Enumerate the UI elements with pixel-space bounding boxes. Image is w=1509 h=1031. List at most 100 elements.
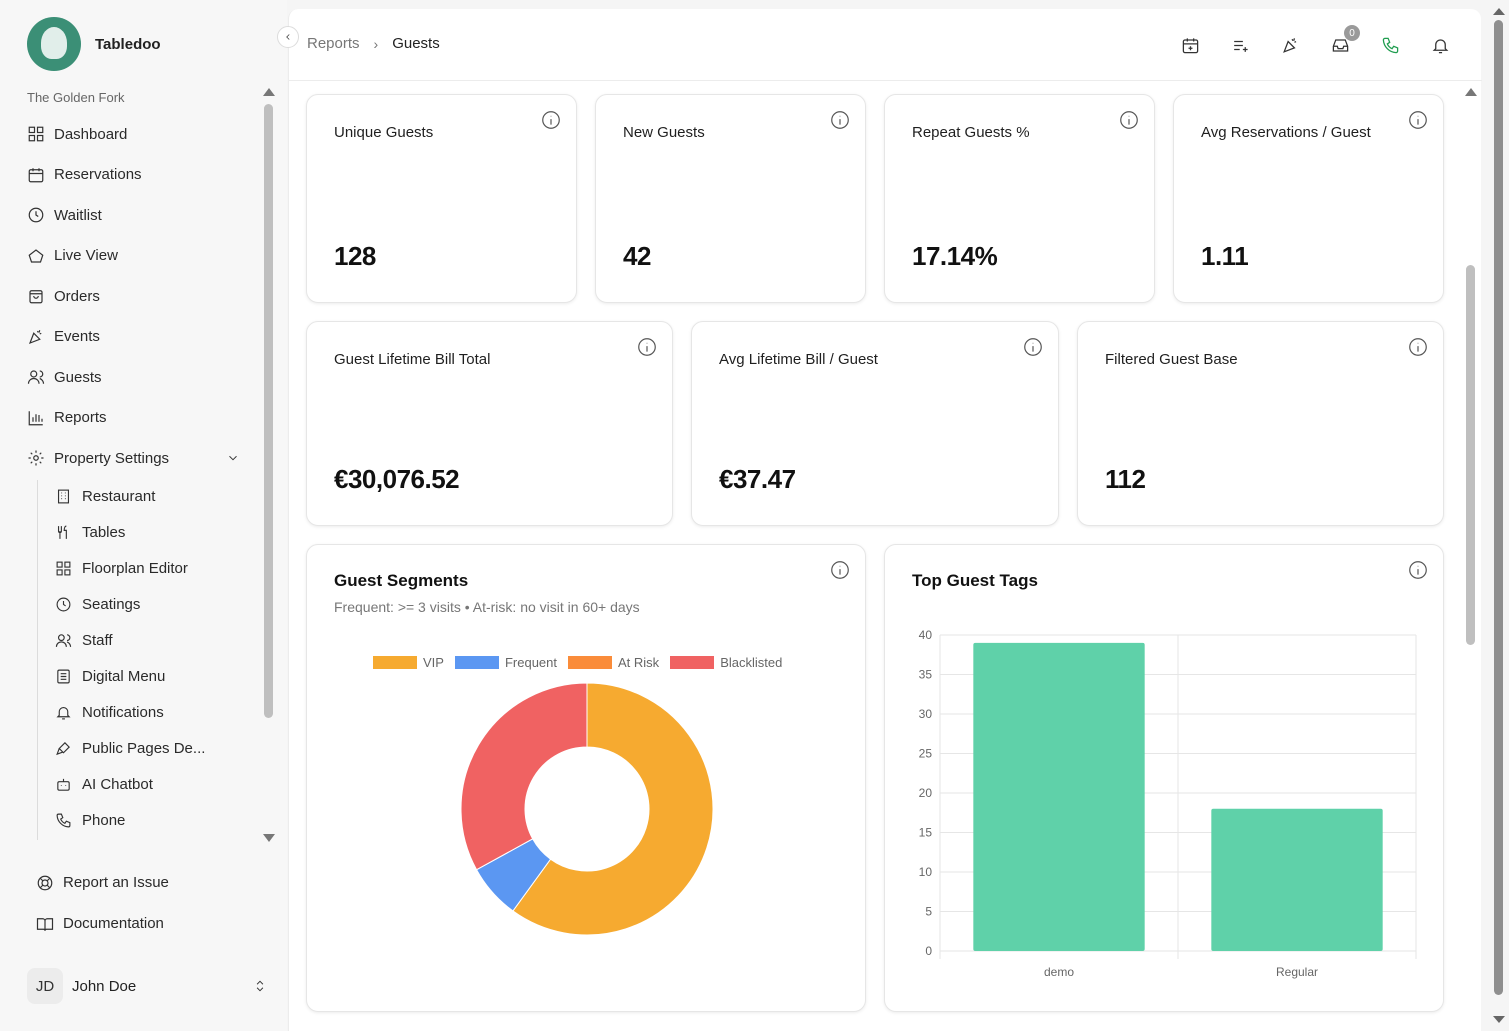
content-scrollbar[interactable] [1466, 265, 1475, 645]
sidebar-item-label: Guests [54, 368, 102, 386]
y-tick-label: 25 [919, 747, 933, 761]
info-icon[interactable] [829, 559, 851, 581]
stat-card-filtered-guest-base: Filtered Guest Base 112 [1077, 321, 1444, 526]
shopping-bag-icon [29, 290, 43, 304]
chevron-down-icon[interactable] [226, 451, 240, 465]
content-scroll-up-arrow[interactable] [1465, 88, 1477, 96]
info-icon[interactable] [540, 109, 562, 131]
info-icon[interactable] [1407, 336, 1429, 358]
sidebar-subitem-digital-menu[interactable]: Digital Menu [0, 659, 262, 695]
info-icon[interactable] [1022, 336, 1044, 358]
sidebar-item-waitlist[interactable]: Waitlist [0, 195, 262, 236]
sidebar-subitem-floorplan-editor[interactable]: Floorplan Editor [0, 551, 262, 587]
list-plus-icon [1233, 40, 1248, 52]
topbar-actions: 0 [1152, 25, 1452, 57]
sidebar-item-reservations[interactable]: Reservations [0, 155, 262, 196]
legend-item[interactable]: VIP [373, 655, 444, 670]
bar-regular[interactable] [1211, 808, 1383, 951]
stat-title: Repeat Guests % [912, 124, 1030, 141]
collapse-sidebar-button[interactable] [277, 26, 299, 48]
sidebar-item-guests[interactable]: Guests [0, 357, 262, 398]
topbar: Reports › Guests 0 [289, 9, 1482, 81]
clock-icon [28, 207, 44, 223]
sidebar-item-dashboard[interactable]: Dashboard [0, 114, 262, 155]
user-name: John Doe [72, 977, 137, 995]
info-icon[interactable] [1118, 109, 1140, 131]
add-waitlist-button[interactable] [1228, 33, 1252, 57]
sidebar-item-label: Seatings [82, 596, 141, 613]
calendar-icon [28, 168, 44, 183]
phone-button[interactable] [1378, 33, 1402, 57]
donut-slice-vip[interactable] [512, 682, 714, 936]
x-tick-label: Regular [1276, 965, 1318, 979]
sidebar-subitem-ai-chatbot[interactable]: AI Chatbot [0, 767, 262, 803]
info-icon[interactable] [636, 336, 658, 358]
sidebar-item-label: Phone [82, 812, 126, 829]
sidebar-subitem-tables[interactable]: Tables [0, 515, 262, 551]
sidebar-subitem-notifications[interactable]: Notifications [0, 695, 262, 731]
info-icon[interactable] [1407, 559, 1429, 581]
legend-swatch [454, 656, 499, 669]
window-scroll-up-arrow[interactable] [1493, 8, 1505, 15]
sidebar-subitem-seatings[interactable]: Seatings [0, 587, 262, 623]
brand-logo [27, 17, 81, 71]
user-menu[interactable]: JD John Doe [27, 968, 267, 1004]
dashboard-icon [28, 126, 44, 142]
stat-value: 1.11 [1201, 241, 1249, 271]
legend-swatch [670, 656, 715, 669]
sidebar-subitem-public-pages[interactable]: Public Pages De... [0, 731, 262, 767]
documentation-link[interactable]: Documentation [0, 903, 262, 944]
breadcrumb-current: Guests [392, 35, 440, 52]
building-icon [57, 489, 70, 504]
sidebar-item-live-view[interactable]: Live View [0, 236, 262, 277]
sidebar-subitem-phone[interactable]: Phone [0, 803, 262, 839]
stat-title: Unique Guests [334, 124, 434, 141]
users-icon [27, 370, 45, 385]
stat-value: 128 [334, 241, 376, 271]
sidebar-scroll-up-arrow[interactable] [263, 88, 275, 96]
donut-slice-blacklisted[interactable] [460, 682, 588, 871]
sidebar-subitem-staff[interactable]: Staff [0, 623, 262, 659]
sidebar-scrollbar[interactable] [264, 104, 273, 718]
sidebar-item-label: Events [54, 328, 100, 346]
inbox-button[interactable]: 0 [1328, 25, 1360, 57]
events-button[interactable] [1278, 33, 1302, 57]
stat-card-avg-lifetime-bill: Avg Lifetime Bill / Guest €37.47 [691, 321, 1059, 526]
window-scrollbar[interactable] [1494, 20, 1503, 995]
sidebar-item-label: Reports [54, 409, 107, 427]
report-issue-link[interactable]: Report an Issue [0, 862, 262, 903]
phone-icon [56, 813, 71, 828]
info-icon[interactable] [829, 109, 851, 131]
stat-card-lifetime-bill-total: Guest Lifetime Bill Total €30,076.52 [306, 321, 673, 526]
breadcrumb-reports[interactable]: Reports [307, 35, 360, 52]
legend-label: At Risk [618, 655, 660, 670]
menu-icon [57, 669, 70, 684]
sidebar-item-label: Floorplan Editor [82, 560, 188, 577]
info-icon[interactable] [1407, 109, 1429, 131]
bar-chart: 0 5 10 15 20 25 30 35 40 demo Regular [919, 628, 1417, 979]
breadcrumb: Reports › Guests [307, 35, 440, 52]
sidebar-subitem-restaurant[interactable]: Restaurant [0, 479, 262, 515]
sidebar-item-property-settings[interactable]: Property Settings [0, 438, 262, 479]
sidebar-item-events[interactable]: Events [0, 317, 262, 358]
window-scroll-down-arrow[interactable] [1493, 1016, 1505, 1023]
stat-card-unique-guests: Unique Guests 128 [306, 94, 577, 303]
sidebar-scroll-down-arrow[interactable] [263, 834, 275, 842]
gear-icon [28, 450, 44, 466]
sidebar-item-orders[interactable]: Orders [0, 276, 262, 317]
legend-item[interactable]: Blacklisted [670, 655, 782, 670]
notifications-button[interactable] [1428, 33, 1452, 57]
sidebar-item-label: Waitlist [54, 206, 102, 224]
calendar-plus-icon [1182, 37, 1198, 53]
brand[interactable]: Tabledoo [27, 17, 161, 71]
legend-item[interactable]: At Risk [568, 655, 659, 670]
party-icon [1282, 37, 1296, 53]
add-reservation-button[interactable] [1178, 33, 1202, 57]
live-view-icon [28, 248, 44, 263]
stat-title: Filtered Guest Base [1105, 351, 1238, 368]
legend-item[interactable]: Frequent [454, 655, 557, 670]
sidebar-footer: Report an Issue Documentation [0, 862, 262, 944]
stat-card-repeat-guests: Repeat Guests % 17.14% [884, 94, 1155, 303]
sidebar-item-reports[interactable]: Reports [0, 398, 262, 439]
bar-demo[interactable] [973, 642, 1145, 951]
